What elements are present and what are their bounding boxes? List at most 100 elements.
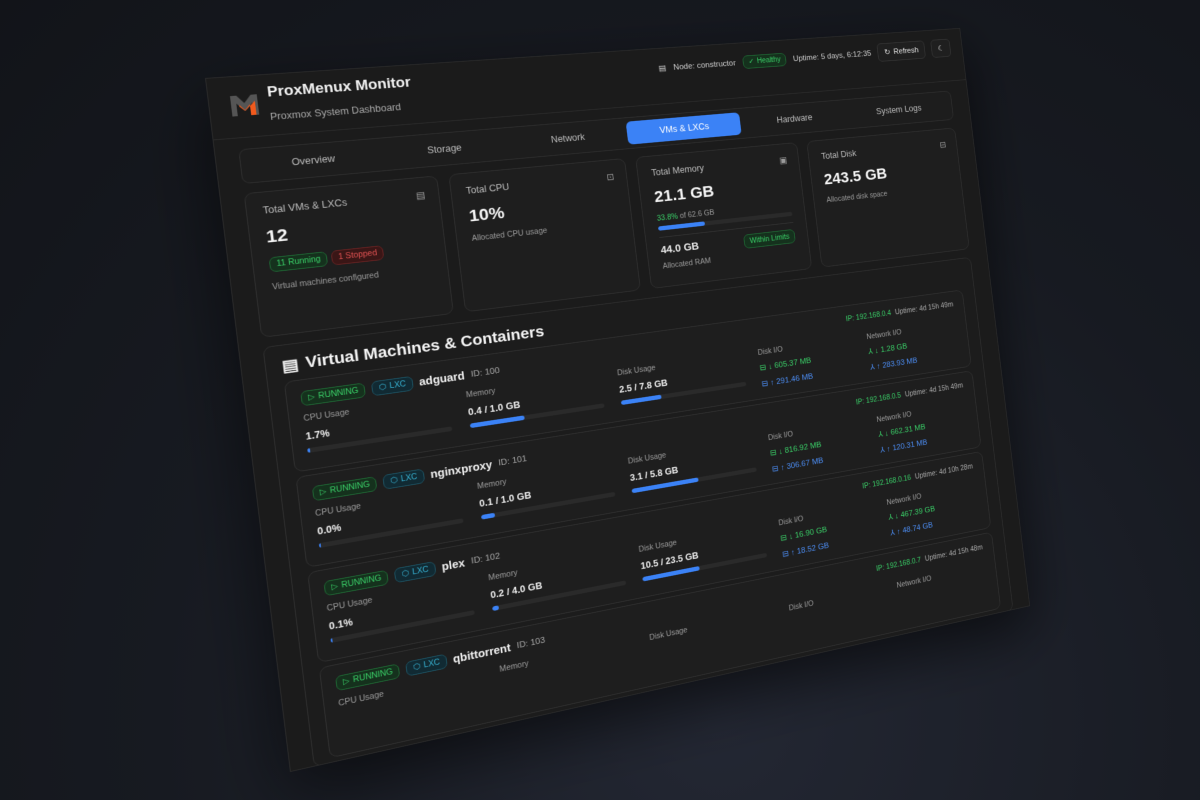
disk-write: ↑ 306.67 MB bbox=[780, 456, 824, 473]
moon-icon: ☾ bbox=[937, 44, 945, 53]
status-badge: ▷ RUNNING bbox=[335, 662, 401, 691]
play-icon: ▷ bbox=[330, 581, 339, 592]
disk-icon: ⊟ bbox=[759, 363, 767, 373]
vm-section: ▤ Virtual Machines & Containers ▷ RUNNING … bbox=[262, 256, 1014, 768]
memory-percent: 33.8% bbox=[656, 212, 679, 223]
tab-network[interactable]: Network bbox=[550, 131, 586, 145]
memory-total: of 62.6 GB bbox=[679, 208, 715, 221]
play-icon: ▷ bbox=[307, 392, 316, 402]
type-text: LXC bbox=[423, 657, 441, 670]
allocated-ram-value: 44.0 GB bbox=[660, 239, 700, 256]
status-text: RUNNING bbox=[317, 386, 359, 401]
stopped-badge: 1 Stopped bbox=[330, 245, 385, 266]
disk-write: ↑ 291.46 MB bbox=[769, 372, 814, 388]
card-total-disk: ⊟ Total Disk 243.5 GB Allocated disk spa… bbox=[806, 127, 970, 268]
theme-toggle-button[interactable]: ☾ bbox=[930, 38, 952, 58]
check-circle-icon: ✓ bbox=[747, 57, 755, 66]
allocated-ram-label: Allocated RAM bbox=[662, 257, 712, 271]
brand: ProxMenux Monitor Proxmox System Dashboa… bbox=[227, 74, 414, 125]
tab-storage[interactable]: Storage bbox=[426, 142, 463, 156]
dashboard-window: ProxMenux Monitor Proxmox System Dashboa… bbox=[205, 28, 1031, 773]
server-icon: ▤ bbox=[415, 189, 426, 202]
disk-icon: ⊟ bbox=[761, 379, 769, 389]
tab-system-logs[interactable]: System Logs bbox=[875, 103, 922, 117]
type-badge: ⬡ LXC bbox=[371, 375, 414, 396]
vm-name: adguard bbox=[418, 369, 466, 388]
disk-icon: ⊟ bbox=[769, 448, 778, 458]
network-icon: ⅄ bbox=[889, 528, 896, 538]
network-icon: ⅄ bbox=[888, 512, 894, 522]
card-label: Total VMs & LXCs bbox=[262, 197, 348, 217]
network-icon: ⅄ bbox=[879, 445, 886, 455]
type-text: LXC bbox=[400, 472, 418, 484]
node-name: Node: constructor bbox=[672, 58, 737, 72]
box-icon: ⬡ bbox=[378, 382, 387, 392]
disk-read: ↓ 816.92 MB bbox=[778, 440, 822, 457]
disk-icon: ⊟ bbox=[771, 464, 780, 474]
header: ProxMenux Monitor Proxmox System Dashboa… bbox=[206, 28, 966, 141]
server-icon: ▤ bbox=[658, 63, 667, 74]
net-in: ↓ 662.31 MB bbox=[884, 422, 926, 438]
memory-icon: ▣ bbox=[778, 154, 788, 166]
disk-write: ↑ 18.52 GB bbox=[790, 541, 830, 558]
net-in: ↓ 467.39 GB bbox=[894, 504, 936, 521]
network-icon: ⅄ bbox=[878, 430, 884, 440]
vm-name: plex bbox=[441, 556, 466, 573]
app-title: ProxMenux Monitor bbox=[266, 74, 412, 100]
type-badge: ⬡ LXC bbox=[394, 560, 437, 583]
network-icon: ⅄ bbox=[867, 347, 874, 357]
card-total-memory: ▣ Total Memory 21.1 GB 33.8% of 62.6 GB … bbox=[635, 142, 813, 289]
card-total-cpu: ⊡ Total CPU 10% Allocated CPU usage bbox=[448, 158, 641, 313]
net-out: ↑ 48.74 GB bbox=[896, 521, 934, 537]
net-in: ↓ 1.28 GB bbox=[874, 342, 908, 356]
net-out: ↑ 120.31 MB bbox=[886, 438, 928, 454]
status-text: RUNNING bbox=[352, 667, 394, 685]
tab-vms-lxcs[interactable]: VMs & LXCs bbox=[625, 112, 742, 145]
disk-read: ↓ 605.37 MB bbox=[767, 356, 812, 372]
tab-overview[interactable]: Overview bbox=[291, 153, 336, 168]
running-badge: 11 Running bbox=[268, 251, 329, 273]
status-badge: ▷ RUNNING bbox=[323, 569, 390, 596]
type-text: LXC bbox=[411, 565, 430, 577]
vm-name: nginxproxy bbox=[429, 458, 493, 481]
box-icon: ⬡ bbox=[389, 475, 399, 486]
cpu-icon: ⊡ bbox=[605, 171, 615, 183]
disk-icon: ⊟ bbox=[939, 139, 947, 150]
status-text: RUNNING bbox=[329, 479, 371, 495]
network-icon: ⅄ bbox=[869, 362, 876, 372]
vm-id: ID: 101 bbox=[497, 454, 528, 468]
health-badge: ✓ Healthy bbox=[741, 52, 787, 69]
play-icon: ▷ bbox=[319, 486, 327, 497]
health-text: Healthy bbox=[756, 55, 782, 66]
vm-id: ID: 100 bbox=[470, 366, 501, 380]
play-icon: ▷ bbox=[342, 676, 351, 687]
refresh-icon: ↻ bbox=[883, 48, 891, 57]
disk-icon: ⊟ bbox=[779, 533, 788, 543]
status-badge: ▷ RUNNING bbox=[311, 475, 378, 501]
vm-name: qbittorrent bbox=[452, 641, 512, 666]
memory-status-badge: Within Limits bbox=[743, 228, 796, 249]
status-text: RUNNING bbox=[340, 573, 382, 590]
card-label: Total Disk bbox=[820, 148, 857, 162]
disk-read: ↓ 16.90 GB bbox=[788, 525, 828, 542]
card-label: Total CPU bbox=[465, 181, 510, 197]
box-icon: ⬡ bbox=[412, 661, 421, 672]
card-subtext: Allocated disk space bbox=[826, 190, 888, 205]
server-icon: ▤ bbox=[280, 355, 300, 376]
uptime: Uptime: 5 days, 6:12:35 bbox=[792, 49, 872, 63]
type-badge: ⬡ LXC bbox=[382, 468, 425, 490]
card-value: 243.5 GB bbox=[823, 164, 888, 188]
box-icon: ⬡ bbox=[401, 568, 410, 579]
card-label: Total Memory bbox=[650, 162, 705, 178]
refresh-label: Refresh bbox=[893, 45, 920, 56]
tab-hardware[interactable]: Hardware bbox=[776, 112, 814, 126]
status-badge: ▷ RUNNING bbox=[300, 382, 367, 406]
vm-id: ID: 102 bbox=[470, 551, 501, 566]
app-subtitle: Proxmox System Dashboard bbox=[269, 101, 402, 123]
vm-id: ID: 103 bbox=[516, 635, 546, 651]
type-badge: ⬡ LXC bbox=[405, 653, 448, 677]
type-text: LXC bbox=[389, 379, 407, 391]
refresh-button[interactable]: ↻ Refresh bbox=[876, 40, 927, 62]
card-total-vms: ▤ Total VMs & LXCs 12 11 Running 1 Stopp… bbox=[243, 175, 454, 338]
disk-icon: ⊟ bbox=[781, 549, 790, 559]
